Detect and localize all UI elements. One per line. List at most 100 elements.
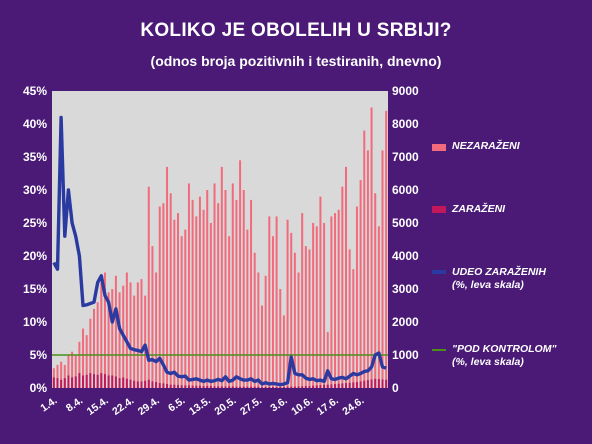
bar-zarazeni xyxy=(330,384,333,388)
bar-nezarazeni xyxy=(155,272,158,388)
bar-zarazeni xyxy=(89,373,92,388)
bar-nezarazeni xyxy=(301,213,304,388)
bar-nezarazeni xyxy=(257,272,260,388)
x-tick-label: 17.6. xyxy=(315,395,341,418)
bar-zarazeni xyxy=(133,380,136,388)
bar-nezarazeni xyxy=(60,361,63,388)
legend-swatch-zarazeni xyxy=(432,206,446,213)
bar-zarazeni xyxy=(242,386,245,388)
bar-zarazeni xyxy=(74,376,77,388)
x-tick-label: 24.6. xyxy=(340,395,366,418)
x-tick-label: 15.4. xyxy=(85,395,111,418)
bar-zarazeni xyxy=(319,385,322,388)
right-tick-label: 3000 xyxy=(392,282,419,296)
bar-zarazeni xyxy=(155,382,158,388)
x-tick-label: 20.5. xyxy=(212,395,238,418)
left-tick-label: 40% xyxy=(23,117,47,131)
bar-nezarazeni xyxy=(253,252,256,388)
bar-nezarazeni xyxy=(144,295,147,388)
bar-zarazeni xyxy=(297,386,300,388)
bar-nezarazeni xyxy=(162,203,165,388)
bar-nezarazeni xyxy=(334,213,337,388)
bar-nezarazeni xyxy=(107,292,110,388)
left-tick-label: 15% xyxy=(23,282,47,296)
left-tick-label: 30% xyxy=(23,183,47,197)
bar-zarazeni xyxy=(78,373,81,388)
bar-nezarazeni xyxy=(56,364,59,388)
bar-nezarazeni xyxy=(374,193,377,388)
bar-zarazeni xyxy=(158,383,161,388)
bar-nezarazeni xyxy=(286,219,289,388)
bar-zarazeni xyxy=(246,386,249,388)
bar-nezarazeni xyxy=(82,328,85,388)
legend-label-nezarazeni: NEZARAŽENI xyxy=(452,140,520,153)
bar-nezarazeni xyxy=(169,193,172,388)
bar-nezarazeni xyxy=(213,183,216,388)
bar-zarazeni xyxy=(377,379,380,388)
bar-zarazeni xyxy=(140,381,143,388)
bar-nezarazeni xyxy=(282,315,285,388)
x-tick-label: 1.4. xyxy=(38,395,59,415)
bar-nezarazeni xyxy=(67,355,70,388)
bar-zarazeni xyxy=(169,384,172,388)
bar-zarazeni xyxy=(271,387,274,388)
bar-nezarazeni xyxy=(206,190,209,388)
bar-zarazeni xyxy=(282,387,285,388)
bar-zarazeni xyxy=(92,374,96,388)
bar-zarazeni xyxy=(100,373,103,388)
bar-zarazeni xyxy=(56,378,59,388)
legend-label-udeo: UDEO ZARAŽENIH (%, leva skala) xyxy=(452,266,546,292)
bar-nezarazeni xyxy=(71,351,74,388)
bar-nezarazeni xyxy=(363,130,366,388)
bar-zarazeni xyxy=(147,379,150,388)
bar-nezarazeni xyxy=(209,223,212,388)
bar-zarazeni xyxy=(60,379,63,388)
bar-zarazeni xyxy=(220,386,223,388)
bar-nezarazeni xyxy=(118,292,121,388)
bar-zarazeni xyxy=(326,384,329,388)
bar-zarazeni xyxy=(195,385,198,388)
bar-zarazeni xyxy=(151,381,154,388)
bar-nezarazeni xyxy=(74,355,77,388)
bar-zarazeni xyxy=(125,378,128,388)
bar-nezarazeni xyxy=(158,206,161,388)
bar-zarazeni xyxy=(293,386,296,388)
legend-swatch-pod-kontrolom xyxy=(432,349,446,351)
bar-zarazeni xyxy=(180,385,183,388)
bar-zarazeni xyxy=(381,379,384,388)
bar-zarazeni xyxy=(344,383,348,388)
right-tick-label: 8000 xyxy=(392,117,419,131)
bar-nezarazeni xyxy=(359,180,362,388)
bar-zarazeni xyxy=(323,384,326,388)
bar-zarazeni xyxy=(122,377,125,388)
bar-nezarazeni xyxy=(352,269,355,388)
bar-zarazeni xyxy=(239,386,242,388)
right-tick-label: 4000 xyxy=(392,249,419,263)
bar-zarazeni xyxy=(144,380,147,388)
left-axis-ticks: 0% 5% 10% 15% 20% 25% 30% 35% 40% 45% xyxy=(23,84,47,395)
bar-zarazeni xyxy=(111,375,114,388)
bar-nezarazeni xyxy=(129,282,132,388)
bar-nezarazeni xyxy=(180,236,183,388)
bar-zarazeni xyxy=(224,386,227,388)
bar-zarazeni xyxy=(290,386,293,388)
bar-nezarazeni xyxy=(147,186,150,388)
bar-zarazeni xyxy=(363,380,366,388)
bar-zarazeni xyxy=(166,384,169,388)
bar-nezarazeni xyxy=(279,289,282,388)
bar-zarazeni xyxy=(304,386,307,388)
bar-nezarazeni xyxy=(125,272,128,388)
bar-nezarazeni xyxy=(217,203,220,388)
bar-nezarazeni xyxy=(319,196,322,388)
bar-nezarazeni xyxy=(187,183,190,388)
right-tick-label: 2000 xyxy=(392,315,419,329)
bar-zarazeni xyxy=(114,376,117,388)
bar-zarazeni xyxy=(250,386,253,388)
bar-nezarazeni xyxy=(348,249,351,388)
bar-nezarazeni xyxy=(246,229,249,388)
bar-nezarazeni xyxy=(330,216,333,388)
x-tick-label: 29.4. xyxy=(136,395,162,418)
bar-nezarazeni xyxy=(63,364,66,388)
bar-nezarazeni xyxy=(312,223,315,388)
